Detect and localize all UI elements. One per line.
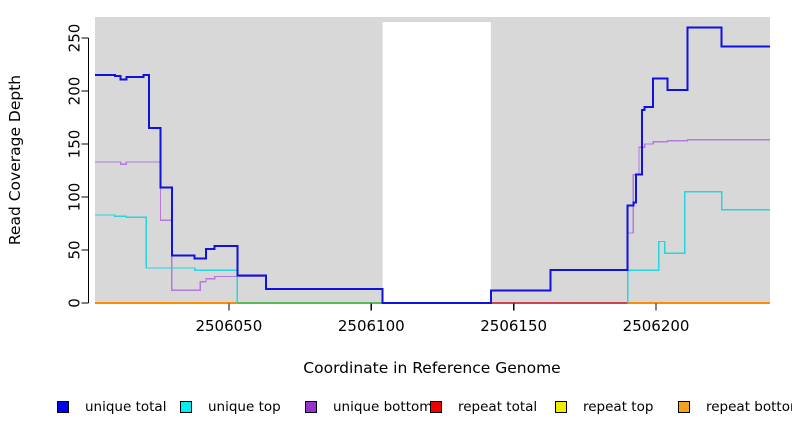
series-line-unique-total — [95, 26, 770, 304]
legend-item-unique-bottom: unique bottom — [305, 397, 432, 417]
x-axis-label: Coordinate in Reference Genome — [303, 359, 560, 377]
series-line-unique-bottom-b — [626, 139, 770, 303]
coverage-gap-region — [382, 22, 491, 303]
series-line-unique-top-b — [626, 191, 770, 303]
x-tick-label: 2506150 — [480, 317, 547, 335]
legend-item-repeat-bottom: repeat bottom — [678, 397, 792, 417]
x-tick-label: 2506200 — [623, 317, 690, 335]
x-tick-label: 2506100 — [338, 317, 405, 335]
legend-item-repeat-top: repeat top — [555, 397, 653, 417]
legend-label: repeat bottom — [706, 399, 792, 415]
series-line-unique-top — [95, 214, 239, 303]
y-tick-label: 200 — [65, 77, 83, 106]
y-tick-label: 150 — [65, 130, 83, 159]
legend-swatch-repeat-total — [430, 401, 442, 413]
legend-label: unique bottom — [333, 399, 433, 415]
legend-swatch-unique-total — [57, 401, 69, 413]
coverage-plot: 0 50 100 150 200 250 2506050 2506100 2506150 2506… — [6, 17, 770, 377]
legend-label: repeat top — [583, 399, 654, 415]
legend-swatch-repeat-bottom — [678, 401, 690, 413]
legend-swatch-repeat-top — [555, 401, 567, 413]
y-tick-label: 0 — [65, 298, 83, 308]
legend-item-unique-total: unique total — [57, 397, 166, 417]
legend-label: repeat total — [458, 399, 538, 415]
legend-label: unique total — [85, 399, 167, 415]
legend-swatch-unique-bottom — [305, 401, 317, 413]
x-tick-label: 2506050 — [195, 317, 262, 335]
y-axis-label: Read Coverage Depth — [6, 75, 24, 245]
y-tick-label: 100 — [65, 183, 83, 212]
y-tick-label: 250 — [65, 24, 83, 53]
legend-label: unique top — [208, 399, 281, 415]
legend-item-unique-top: unique top — [180, 397, 281, 417]
y-tick-label: 50 — [65, 240, 83, 259]
legend-swatch-unique-top — [180, 401, 192, 413]
chart-legend: unique total unique top unique bottom repea… — [0, 397, 792, 421]
legend-item-repeat-total: repeat total — [430, 397, 537, 417]
